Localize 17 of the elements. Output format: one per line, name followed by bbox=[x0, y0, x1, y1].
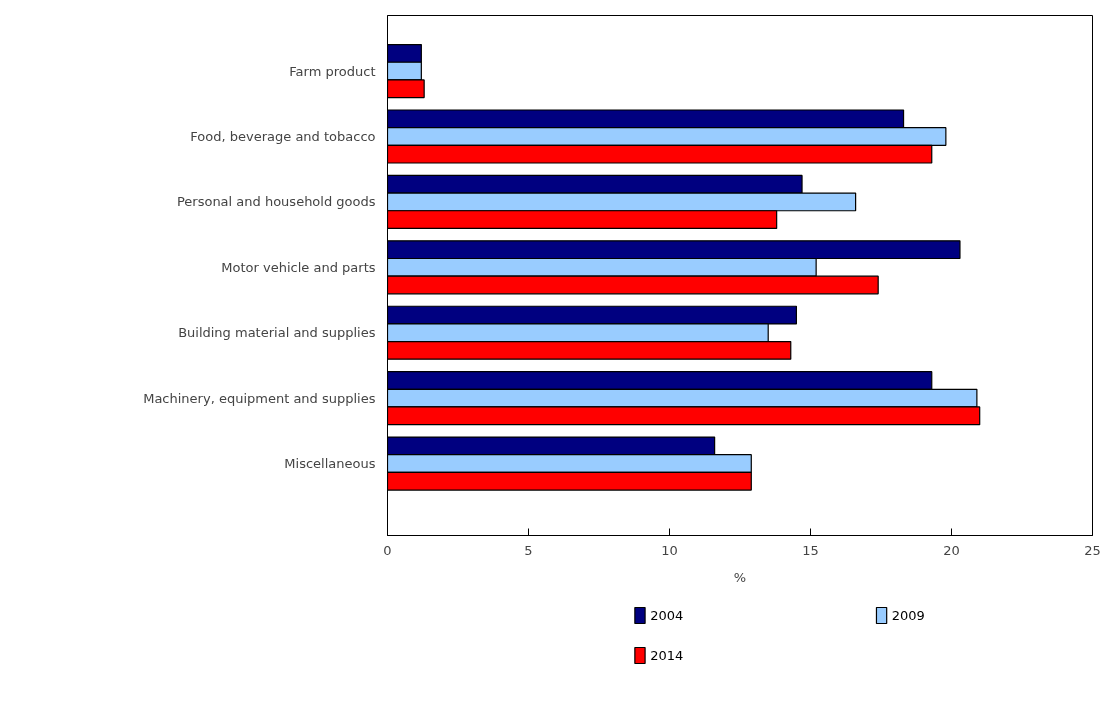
x-tick-label: 0 bbox=[383, 542, 392, 558]
y-tick-label: Building material and supplies bbox=[178, 325, 376, 341]
legend-label: 2014 bbox=[650, 648, 684, 663]
x-tick-label: 25 bbox=[1084, 542, 1101, 558]
y-tick-label: Miscellaneous bbox=[284, 456, 376, 472]
y-tick-label: Food, beverage and tobacco bbox=[190, 129, 376, 145]
legend-label: 2004 bbox=[650, 608, 684, 623]
legend-label: 2009 bbox=[891, 608, 925, 623]
x-tick-label: 20 bbox=[943, 542, 960, 558]
x-tick-label: 15 bbox=[802, 542, 819, 558]
y-tick-label: Motor vehicle and parts bbox=[221, 259, 376, 275]
x-axis-title: % bbox=[733, 569, 747, 585]
y-tick-label: Personal and household goods bbox=[176, 194, 376, 210]
x-tick-label: 10 bbox=[661, 542, 678, 558]
y-tick-label: Farm product bbox=[289, 63, 376, 79]
x-tick-label: 5 bbox=[524, 542, 533, 558]
y-tick-label: Machinery, equipment and supplies bbox=[143, 390, 376, 406]
